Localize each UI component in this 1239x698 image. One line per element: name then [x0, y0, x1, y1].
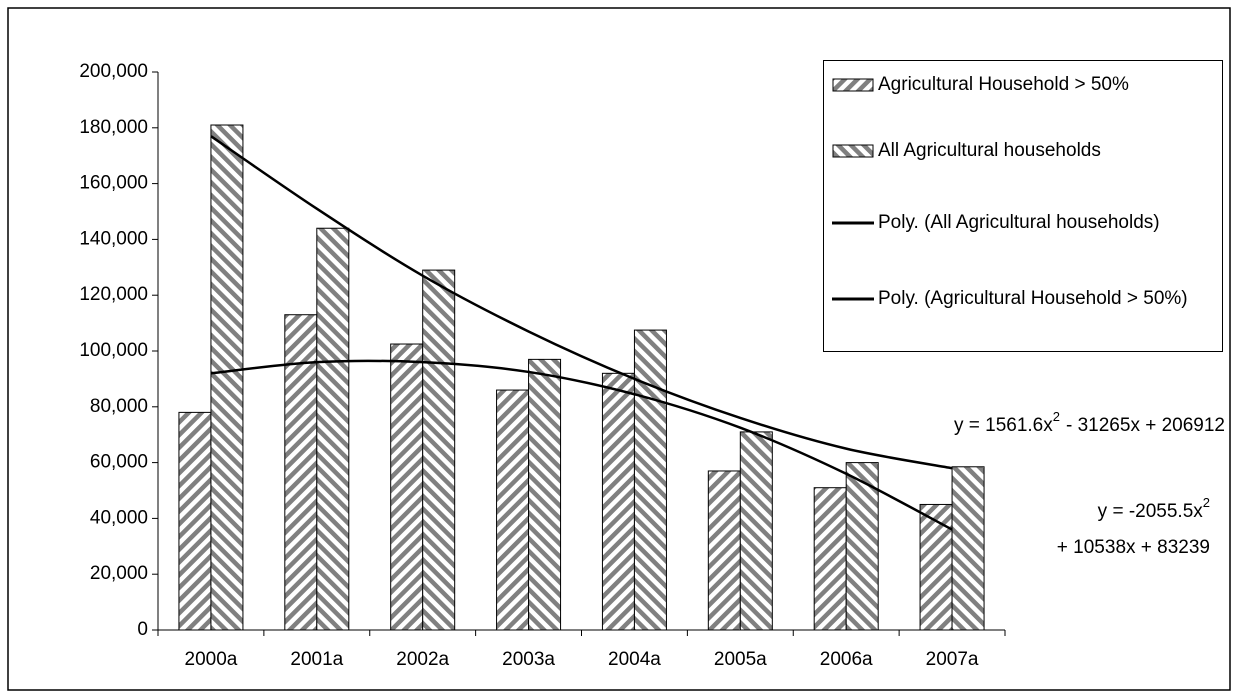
- bar: [210, 124, 244, 631]
- legend-swatch: [832, 144, 874, 158]
- legend-label: Poly. (Agricultural Household > 50%): [878, 288, 1188, 309]
- equation: y = 1561.6x2 - 31265x + 206912: [954, 409, 1225, 436]
- trendline: [210, 359, 953, 531]
- bar: [919, 503, 953, 631]
- legend-label: Poly. (All Agricultural households): [878, 212, 1160, 233]
- bar: [707, 470, 741, 631]
- bar: [422, 269, 456, 631]
- y-tick-label: 200,000: [79, 61, 148, 82]
- equation-exponent: 2: [1203, 495, 1210, 510]
- bar: [284, 314, 318, 631]
- x-tick-label: 2000a: [185, 649, 238, 670]
- x-tick-label: 2001a: [290, 649, 343, 670]
- y-tick-label: 60,000: [90, 452, 148, 473]
- y-tick-label: 40,000: [90, 507, 148, 528]
- x-tick-label: 2006a: [820, 649, 873, 670]
- legend-entry: All Agricultural households: [832, 139, 1208, 163]
- trendline: [210, 135, 953, 470]
- y-tick-label: 160,000: [79, 173, 148, 194]
- bar: [739, 431, 773, 631]
- bar: [316, 227, 350, 631]
- y-tick-label: 0: [137, 619, 148, 640]
- equation-rest: - 31265x + 206912: [1066, 415, 1225, 436]
- legend-entry: Agricultural Household > 50%: [832, 73, 1208, 97]
- legend-label: Agricultural Household > 50%: [878, 74, 1129, 95]
- legend-swatch: [832, 221, 874, 225]
- legend-entry: Poly. (Agricultural Household > 50%): [832, 287, 1208, 311]
- equation-text: y = -2055.5x: [1098, 501, 1204, 522]
- x-tick-label: 2007a: [926, 649, 979, 670]
- equation: y = -2055.5x2: [1098, 495, 1210, 522]
- equation-exponent: 2: [1053, 409, 1060, 424]
- bar: [496, 389, 530, 631]
- equation-rest: + 10538x + 83239: [1057, 537, 1210, 558]
- bar: [390, 343, 424, 631]
- legend-swatch: [832, 297, 874, 301]
- x-tick-label: 2002a: [396, 649, 449, 670]
- bar: [601, 372, 635, 631]
- y-tick-label: 80,000: [90, 396, 148, 417]
- y-tick-label: 140,000: [79, 228, 148, 249]
- bar: [178, 411, 212, 631]
- x-tick-label: 2005a: [714, 649, 767, 670]
- x-tick-label: 2003a: [502, 649, 555, 670]
- y-tick-label: 120,000: [79, 284, 148, 305]
- bar: [528, 358, 562, 631]
- bar: [845, 462, 879, 631]
- x-tick-label: 2004a: [608, 649, 661, 670]
- legend-label: All Agricultural households: [878, 140, 1101, 161]
- legend-swatch: [832, 78, 874, 92]
- legend: Agricultural Household > 50% All Agricult…: [823, 60, 1223, 352]
- bar: [633, 329, 667, 631]
- equation-text: y = 1561.6x: [954, 415, 1053, 436]
- y-tick-label: 100,000: [79, 340, 148, 361]
- legend-entry: Poly. (All Agricultural households): [832, 211, 1208, 235]
- bar: [813, 487, 847, 631]
- y-tick-label: 20,000: [90, 563, 148, 584]
- y-tick-label: 180,000: [79, 117, 148, 138]
- bar: [951, 466, 985, 631]
